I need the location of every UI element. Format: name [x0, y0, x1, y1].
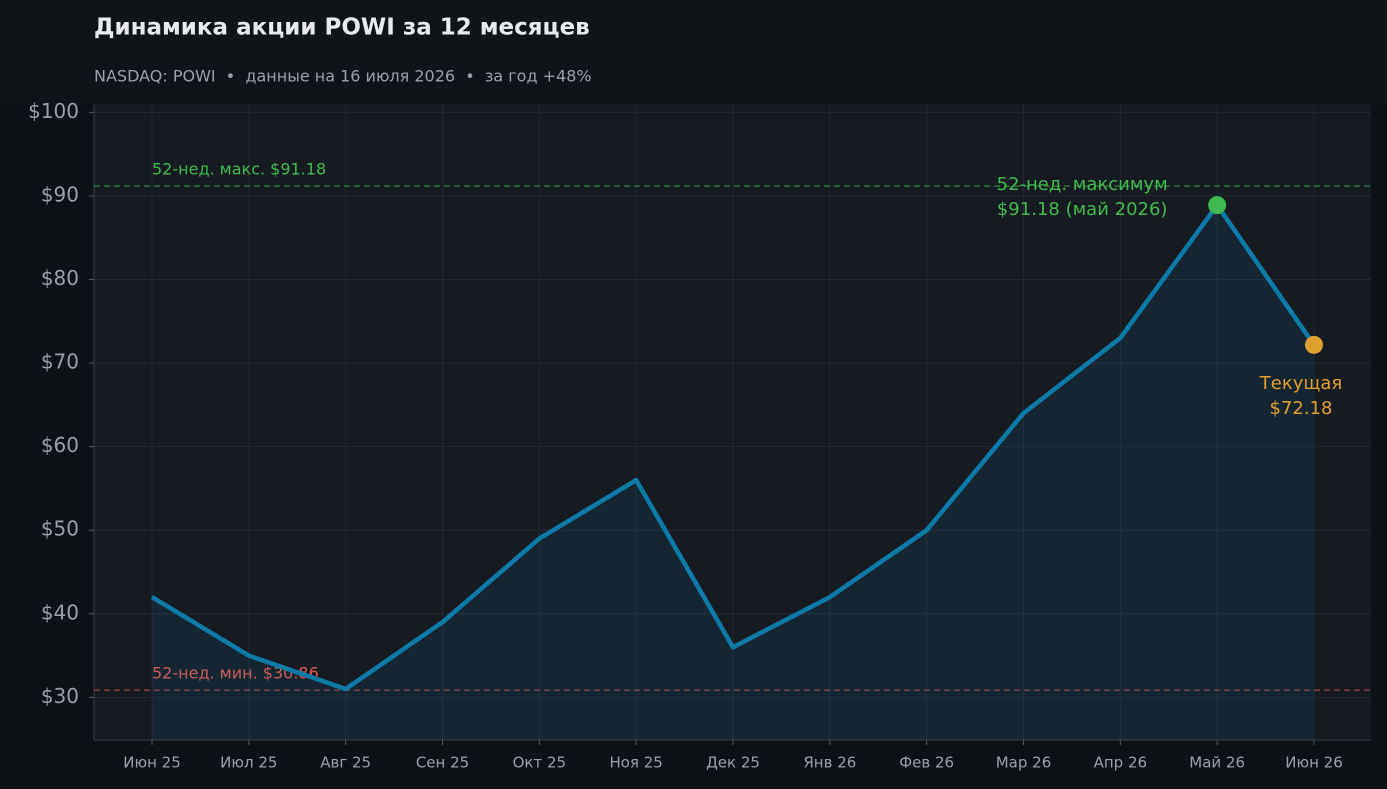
y-tick-label: $90 [41, 182, 79, 206]
x-tick-label: Ноя 25 [609, 754, 662, 772]
x-tick-label: Мар 26 [996, 754, 1052, 772]
header [0, 0, 1387, 104]
x-tick-label: Сен 25 [416, 754, 469, 772]
x-tick-label: Дек 25 [706, 754, 760, 772]
x-tick-label: Июл 25 [220, 754, 277, 772]
y-tick-label: $80 [41, 266, 79, 290]
y-tick-label: $60 [41, 433, 79, 457]
x-tick-label: Май 26 [1189, 754, 1245, 772]
x-tick-label: Окт 25 [513, 754, 566, 772]
highlight-point [1305, 335, 1323, 354]
y-tick-label: $30 [41, 684, 79, 708]
area [152, 205, 1314, 741]
y-tick-label: $100 [28, 99, 79, 123]
line [150, 202, 1316, 692]
annotation: $72.18 [1270, 398, 1333, 419]
x-tick-label: Фев 26 [899, 754, 954, 772]
highlight-point [1208, 196, 1227, 215]
x-tick-label: Июн 25 [123, 754, 181, 772]
x-tick-label: Янв 26 [803, 754, 856, 772]
x-tick-label: Авг 25 [320, 754, 371, 772]
annotation: $91.18 (май 2026) [997, 199, 1168, 220]
y-tick-label: $50 [41, 517, 79, 541]
x-tick-label: Июн 26 [1285, 754, 1343, 772]
reference-label: 52-нед. мин. $30.86 [152, 664, 319, 683]
annotation: Текущая [1259, 373, 1342, 394]
x-tick-label: Апр 26 [1094, 754, 1147, 772]
y-tick-label: $70 [41, 350, 79, 374]
annotation: 52-нед. максимум [997, 174, 1168, 195]
chart-subtitle: NASDAQ: POWI • данные на 16 июля 2026 • … [94, 67, 592, 86]
y-tick-label: $40 [41, 600, 79, 624]
chart-title: Динамика акции POWI за 12 месяцев [94, 15, 590, 41]
reference-label: 52-нед. макс. $91.18 [152, 160, 326, 179]
